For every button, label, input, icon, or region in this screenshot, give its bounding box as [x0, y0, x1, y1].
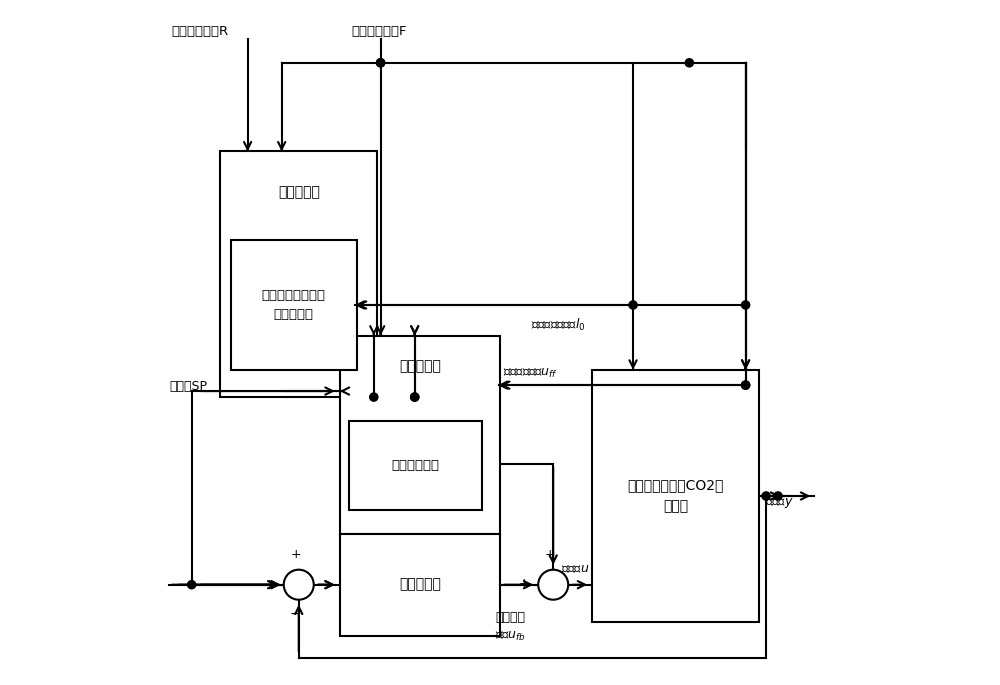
- Circle shape: [370, 393, 378, 401]
- Text: 烟气流量预报F: 烟气流量预报F: [351, 25, 407, 38]
- Text: 当前储热罐液位$l_0$: 当前储热罐液位$l_0$: [531, 317, 585, 334]
- Circle shape: [377, 59, 385, 67]
- Text: 反馈控制器: 反馈控制器: [399, 577, 441, 592]
- Circle shape: [685, 59, 693, 67]
- Text: 前馈控制作用$u_{ff}$: 前馈控制作用$u_{ff}$: [503, 366, 558, 379]
- Circle shape: [742, 381, 750, 389]
- Text: 设定值计算: 设定值计算: [278, 186, 320, 199]
- Circle shape: [762, 492, 770, 500]
- FancyBboxPatch shape: [592, 370, 759, 622]
- Circle shape: [377, 59, 385, 67]
- FancyBboxPatch shape: [220, 151, 377, 397]
- Text: 被控量$y$: 被控量$y$: [765, 496, 793, 510]
- Circle shape: [411, 393, 419, 401]
- Text: +: +: [290, 548, 301, 561]
- Text: 控制量$u$: 控制量$u$: [561, 562, 590, 575]
- Text: 前馈控制器: 前馈控制器: [399, 360, 441, 373]
- Circle shape: [742, 381, 750, 389]
- Text: 设定值SP: 设定值SP: [169, 380, 207, 393]
- Text: 光照强度预报R: 光照强度预报R: [171, 25, 228, 38]
- Text: 光热辅助燃烧后CO2捕
集系统: 光热辅助燃烧后CO2捕 集系统: [627, 479, 724, 513]
- Circle shape: [284, 570, 314, 599]
- Circle shape: [538, 570, 568, 599]
- Circle shape: [411, 393, 419, 401]
- FancyBboxPatch shape: [340, 534, 500, 636]
- Text: 系统稳态模型: 系统稳态模型: [391, 459, 439, 472]
- Circle shape: [188, 581, 196, 589]
- Text: −: −: [290, 606, 302, 621]
- FancyBboxPatch shape: [349, 421, 482, 510]
- FancyBboxPatch shape: [231, 240, 357, 370]
- Circle shape: [774, 492, 782, 500]
- Text: +: +: [545, 548, 556, 561]
- Text: 高温熔融盐产量和
消耗量模型: 高温熔融盐产量和 消耗量模型: [262, 289, 326, 321]
- Circle shape: [742, 301, 750, 309]
- Text: +: +: [519, 577, 529, 590]
- Circle shape: [629, 301, 637, 309]
- Text: 反馈控制
作用$u_{fb}$: 反馈控制 作用$u_{fb}$: [495, 612, 526, 643]
- FancyBboxPatch shape: [340, 336, 500, 534]
